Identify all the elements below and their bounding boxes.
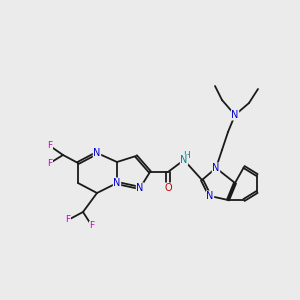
Text: H: H: [183, 151, 189, 160]
Text: F: F: [65, 215, 70, 224]
Text: N: N: [206, 191, 214, 201]
Text: N: N: [93, 148, 101, 158]
Text: N: N: [136, 183, 144, 193]
Text: N: N: [212, 163, 220, 173]
Text: F: F: [47, 142, 52, 151]
Text: N: N: [113, 178, 121, 188]
Text: F: F: [89, 221, 94, 230]
Text: N: N: [180, 155, 188, 165]
Text: O: O: [164, 183, 172, 193]
Text: F: F: [47, 158, 52, 167]
Text: N: N: [231, 110, 239, 120]
